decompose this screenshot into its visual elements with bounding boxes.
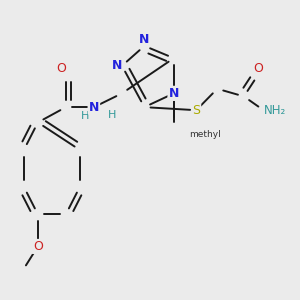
Text: N: N xyxy=(169,87,179,100)
Text: N: N xyxy=(89,100,99,114)
Text: N: N xyxy=(139,33,150,46)
Text: O: O xyxy=(56,62,66,75)
Text: O: O xyxy=(33,240,43,253)
Text: N: N xyxy=(89,100,99,114)
Text: S: S xyxy=(192,104,200,117)
Text: NH₂: NH₂ xyxy=(264,104,286,117)
Text: N: N xyxy=(112,59,122,72)
Text: H: H xyxy=(107,110,116,120)
Text: H: H xyxy=(81,111,90,121)
Text: N: N xyxy=(169,87,179,100)
Text: O: O xyxy=(33,240,43,253)
Text: methyl: methyl xyxy=(189,130,221,139)
Text: O: O xyxy=(253,62,263,75)
Text: NH₂: NH₂ xyxy=(264,104,286,117)
